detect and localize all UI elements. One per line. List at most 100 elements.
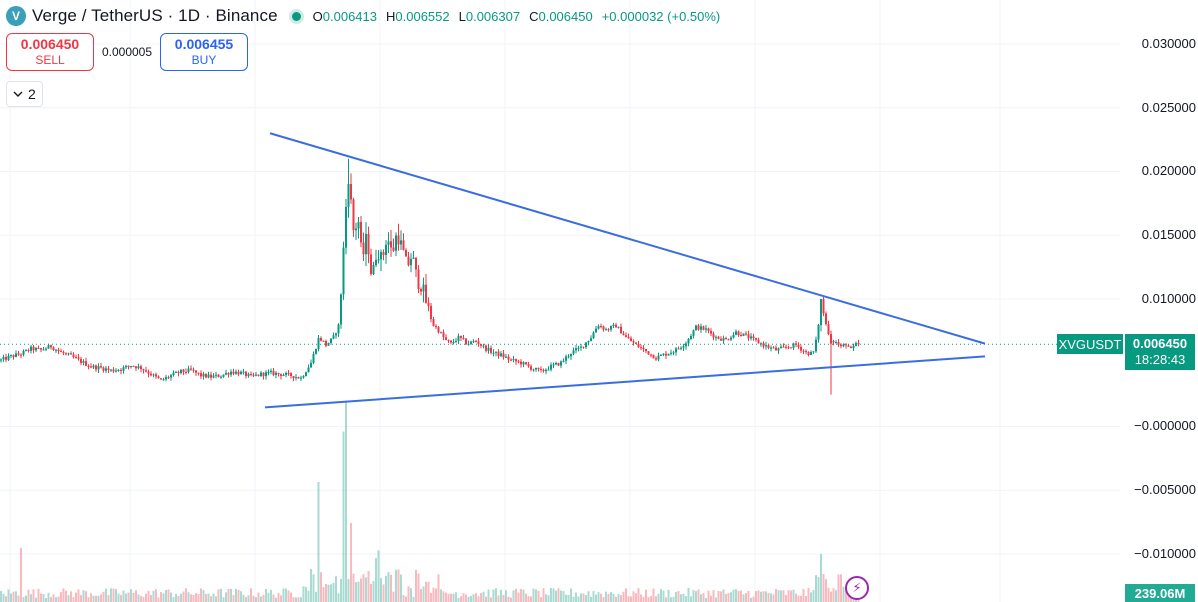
volume-bar bbox=[220, 588, 222, 602]
candle bbox=[202, 371, 205, 380]
candle bbox=[45, 347, 47, 351]
candle bbox=[35, 346, 37, 353]
candle bbox=[335, 332, 337, 339]
volume-bar bbox=[725, 594, 727, 602]
volume-bar bbox=[545, 594, 547, 602]
sell-button[interactable]: 0.006450 SELL bbox=[6, 33, 94, 71]
volume-bar bbox=[620, 595, 622, 602]
volume-bar bbox=[702, 593, 705, 602]
candle bbox=[750, 332, 752, 341]
candle bbox=[467, 340, 470, 346]
candle bbox=[385, 240, 387, 264]
volume-bar bbox=[167, 589, 170, 602]
volume-bar bbox=[820, 553, 822, 602]
volume-bar bbox=[717, 590, 720, 602]
volume-bar bbox=[557, 588, 560, 602]
volume-bar bbox=[395, 569, 397, 602]
symbol-title[interactable]: Verge / TetherUS · 1D · Binance bbox=[32, 6, 278, 25]
volume-bar bbox=[355, 582, 357, 602]
candle bbox=[767, 343, 770, 350]
candle bbox=[770, 345, 772, 352]
candle bbox=[355, 222, 357, 241]
volume-bar bbox=[362, 574, 365, 602]
volume-bar bbox=[97, 595, 100, 602]
volume-bar bbox=[532, 588, 535, 602]
candle bbox=[827, 320, 830, 336]
volume-bar bbox=[585, 595, 587, 602]
volume-bar bbox=[217, 589, 220, 602]
market-open-icon bbox=[291, 11, 301, 21]
volume-bar bbox=[592, 591, 595, 602]
volume-bar bbox=[440, 589, 442, 602]
volume-bar bbox=[315, 591, 317, 602]
candle bbox=[547, 366, 550, 371]
candle bbox=[695, 324, 697, 331]
volume-bar bbox=[120, 595, 122, 602]
candle bbox=[135, 365, 137, 372]
candle bbox=[235, 369, 237, 375]
volume-bar bbox=[555, 590, 557, 602]
volume-bar bbox=[700, 594, 702, 602]
volume-bar bbox=[85, 591, 87, 602]
candle bbox=[140, 364, 142, 373]
volume-bar bbox=[770, 593, 772, 602]
volume-bar bbox=[677, 591, 680, 602]
indicators-toggle-button[interactable]: 2 bbox=[6, 81, 43, 107]
volume-bar bbox=[637, 588, 640, 602]
volume-bar bbox=[35, 597, 37, 602]
volume-bar bbox=[387, 572, 390, 602]
candle bbox=[617, 326, 620, 329]
candle bbox=[322, 340, 325, 342]
volume-bar bbox=[452, 593, 455, 602]
candle bbox=[562, 358, 565, 363]
volume-bar bbox=[222, 597, 225, 602]
bar-countdown: 18:28:43 bbox=[1134, 352, 1186, 367]
ohlc-low: L0.006307 bbox=[458, 8, 521, 24]
candle bbox=[240, 370, 242, 375]
volume-bar bbox=[780, 590, 782, 602]
buy-label: BUY bbox=[191, 53, 217, 67]
volume-bar bbox=[722, 589, 725, 602]
candle bbox=[565, 354, 567, 365]
volume-bar bbox=[382, 584, 385, 602]
candle bbox=[305, 371, 307, 377]
volume-bar bbox=[10, 593, 12, 602]
candle bbox=[430, 303, 432, 323]
volume-bar bbox=[287, 590, 290, 602]
candle bbox=[65, 352, 67, 356]
lightning-icon[interactable]: ⚡ bbox=[845, 576, 869, 600]
candle bbox=[542, 368, 545, 373]
candle bbox=[735, 329, 737, 336]
candle bbox=[362, 232, 365, 261]
candle bbox=[590, 335, 592, 342]
candle bbox=[97, 363, 100, 373]
candle bbox=[212, 373, 215, 379]
volume-bar bbox=[70, 591, 72, 602]
volume-bar bbox=[2, 593, 5, 602]
volume-bar bbox=[787, 590, 790, 602]
ohlc-readout: O0.006413 H0.006552 L0.006307 C0.006450 … bbox=[313, 9, 721, 24]
volume-bar bbox=[520, 589, 522, 602]
candle bbox=[640, 344, 642, 351]
candle bbox=[612, 322, 615, 328]
candle bbox=[400, 230, 402, 251]
candle bbox=[220, 375, 222, 379]
volume-bar bbox=[42, 594, 45, 602]
volume-bar bbox=[300, 597, 302, 602]
candle bbox=[675, 347, 677, 356]
candle bbox=[310, 359, 312, 368]
candle bbox=[772, 346, 775, 349]
candle bbox=[710, 328, 712, 337]
buy-button[interactable]: 0.006455 BUY bbox=[160, 33, 248, 71]
candle bbox=[457, 333, 460, 344]
volume-bar bbox=[802, 588, 805, 602]
candle bbox=[262, 372, 265, 380]
candle bbox=[85, 357, 87, 367]
candle bbox=[390, 229, 392, 257]
volume-bar bbox=[602, 597, 605, 602]
volume-bar bbox=[482, 591, 485, 602]
volume-bar bbox=[80, 595, 82, 602]
volume-bar bbox=[822, 573, 825, 602]
volume-bar bbox=[695, 591, 697, 602]
